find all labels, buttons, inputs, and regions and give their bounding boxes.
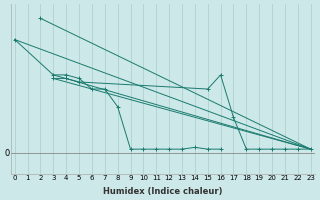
- X-axis label: Humidex (Indice chaleur): Humidex (Indice chaleur): [103, 187, 222, 196]
